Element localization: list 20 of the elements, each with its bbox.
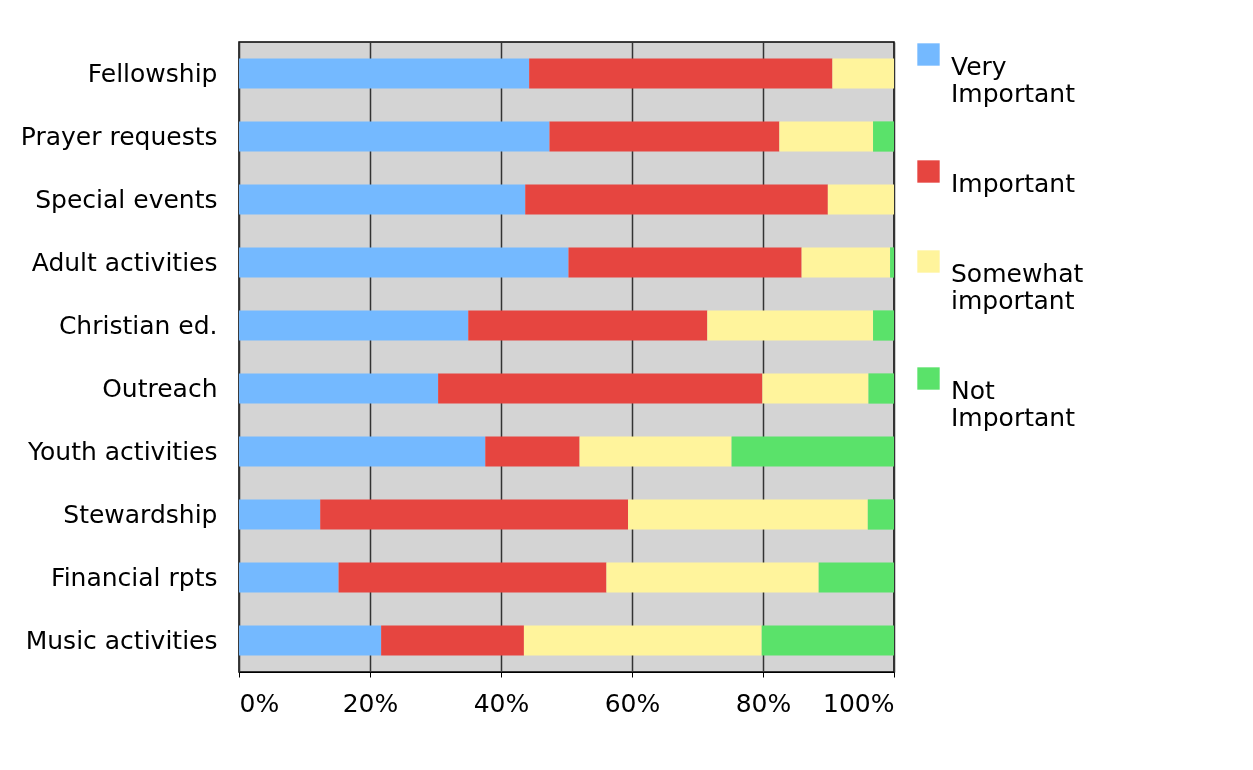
y-tick-label: Financial rpts [51,562,218,592]
y-tick-label: Outreach [102,373,218,403]
y-tick-label: Special events [35,184,218,214]
x-tick-label: 0% [239,688,280,718]
y-tick-label: Christian ed. [58,310,218,340]
y-tick-label: Youth activities [27,436,218,466]
x-tick-label: 80% [735,688,792,718]
y-tick-label: Fellowship [87,58,218,88]
x-tick-label: 100% [823,688,895,718]
legend-label: Somewhat important [951,258,1084,315]
y-tick-label: Prayer requests [20,121,218,151]
legend-label: Important [951,168,1076,198]
y-tick-label: Adult activities [31,247,218,277]
y-tick-label: Music activities [25,625,218,655]
legend-label: Not Important [951,375,1076,432]
x-tick-label: 20% [342,688,399,718]
x-tick-label: 40% [473,688,530,718]
y-tick-label: Stewardship [63,499,218,529]
x-tick-label: 60% [604,688,661,718]
legend-label: Very Important [951,51,1076,108]
